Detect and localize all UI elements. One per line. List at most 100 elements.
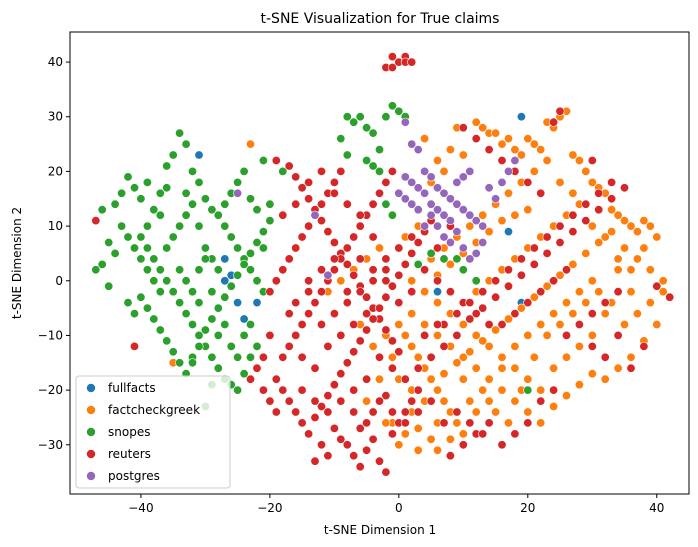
- point-factcheckgreek-188: [420, 134, 430, 144]
- point-factcheckgreek-89: [561, 298, 571, 308]
- point-reuters-156: [284, 254, 294, 264]
- point-factcheckgreek-50: [432, 298, 442, 308]
- point-reuters-157: [291, 243, 301, 253]
- point-reuters-82: [368, 407, 378, 417]
- legend-label-factcheckgreek: factcheckgreek: [108, 403, 200, 417]
- point-snopes-78: [175, 221, 185, 231]
- point-reuters-214: [349, 385, 359, 395]
- point-reuters-168: [316, 166, 326, 176]
- point-reuters-65: [349, 451, 359, 461]
- point-snopes-8: [142, 177, 152, 187]
- point-reuters-104: [607, 194, 617, 204]
- point-factcheckgreek-19: [568, 150, 578, 160]
- y-axis: −30 −20 −10 0 10 20 30 40: [38, 55, 70, 452]
- point-snopes-17: [200, 194, 210, 204]
- point-snopes-111: [155, 188, 165, 198]
- point-snopes-116: [265, 199, 275, 209]
- point-reuters-70: [381, 467, 391, 477]
- point-reuters-211: [407, 287, 417, 297]
- point-factcheckgreek-91: [536, 319, 546, 329]
- point-reuters-53: [362, 325, 372, 335]
- point-reuters-102: [581, 216, 591, 226]
- point-reuters-163: [329, 177, 339, 187]
- point-reuters-80: [310, 456, 320, 466]
- point-reuters-176: [284, 309, 294, 319]
- point-snopes-118: [278, 166, 288, 176]
- point-reuters-171: [355, 210, 365, 220]
- point-snopes-98: [213, 330, 223, 340]
- point-reuters-64: [342, 440, 352, 450]
- point-reuters-55: [374, 303, 384, 313]
- point-reuters-233: [329, 254, 339, 264]
- point-snopes-124: [374, 145, 384, 155]
- point-reuters-83: [381, 391, 391, 401]
- point-factcheckgreek-22: [587, 177, 597, 187]
- point-factcheckgreek-182: [497, 216, 507, 226]
- point-snopes-75: [155, 287, 165, 297]
- point-snopes-33: [175, 298, 185, 308]
- y-tick-label: 20: [48, 164, 63, 178]
- point-snopes-60: [213, 303, 223, 313]
- point-reuters-221: [439, 418, 449, 428]
- point-reuters-199: [581, 199, 591, 209]
- point-reuters-154: [271, 407, 281, 417]
- point-factcheckgreek-173: [619, 319, 629, 329]
- point-factcheckgreek-164: [503, 418, 513, 428]
- point-factcheckgreek-87: [587, 276, 597, 286]
- point-factcheckgreek-37: [600, 374, 610, 384]
- point-postgres-42: [478, 238, 488, 248]
- point-postgres-34: [497, 177, 507, 187]
- point-reuters-110: [639, 341, 649, 351]
- point-factcheckgreek-113: [432, 330, 442, 340]
- point-reuters-129: [587, 309, 597, 319]
- point-reuters-215: [362, 374, 372, 384]
- point-reuters-170: [342, 199, 352, 209]
- point-reuters-183: [374, 352, 384, 362]
- point-factcheckgreek-5: [478, 123, 488, 133]
- point-reuters-37: [381, 177, 391, 187]
- point-reuters-60: [407, 248, 417, 258]
- point-factcheckgreek-26: [613, 210, 623, 220]
- point-reuters-236: [368, 265, 378, 275]
- point-postgres-7: [426, 172, 436, 182]
- point-reuters-209: [381, 265, 391, 275]
- point-factcheckgreek-3: [458, 150, 468, 160]
- point-factcheckgreek-11: [516, 150, 526, 160]
- legend-label-postgres: postgres: [108, 469, 160, 483]
- point-reuters-128: [574, 319, 584, 329]
- point-postgres-33: [491, 194, 501, 204]
- point-snopes-85: [220, 199, 230, 209]
- point-snopes-127: [394, 106, 404, 116]
- point-reuters-57: [387, 281, 397, 291]
- point-postgres-43: [420, 221, 430, 231]
- point-snopes-87: [233, 177, 243, 187]
- point-factcheckgreek-190: [439, 166, 449, 176]
- point-snopes-132: [342, 150, 352, 160]
- point-reuters-73: [400, 407, 410, 417]
- point-factcheckgreek-95: [484, 396, 494, 406]
- point-snopes-133: [336, 134, 346, 144]
- legend-label-reuters: reuters: [108, 447, 151, 461]
- point-reuters-158: [297, 232, 307, 242]
- point-reuters-153: [265, 396, 275, 406]
- point-reuters-78: [323, 451, 333, 461]
- point-reuters-194: [516, 254, 526, 264]
- point-reuters-223: [465, 418, 475, 428]
- point-snopes-71: [130, 243, 140, 253]
- point-factcheckgreek-30: [639, 216, 649, 226]
- point-postgres-35: [503, 166, 513, 176]
- point-reuters-230: [362, 418, 372, 428]
- point-factcheckgreek-68: [426, 434, 436, 444]
- point-factcheckgreek-128: [626, 287, 636, 297]
- point-postgres-22: [465, 254, 475, 264]
- point-snopes-25: [252, 276, 262, 286]
- point-reuters-23: [291, 330, 301, 340]
- point-snopes-16: [194, 177, 204, 187]
- point-reuters-144: [536, 287, 546, 297]
- point-factcheckgreek-171: [594, 287, 604, 297]
- point-reuters-44: [304, 429, 314, 439]
- point-factcheckgreek-71: [465, 347, 475, 357]
- point-reuters-24: [297, 319, 307, 329]
- point-factcheckgreek-99: [484, 374, 494, 384]
- point-factcheckgreek-67: [413, 423, 423, 433]
